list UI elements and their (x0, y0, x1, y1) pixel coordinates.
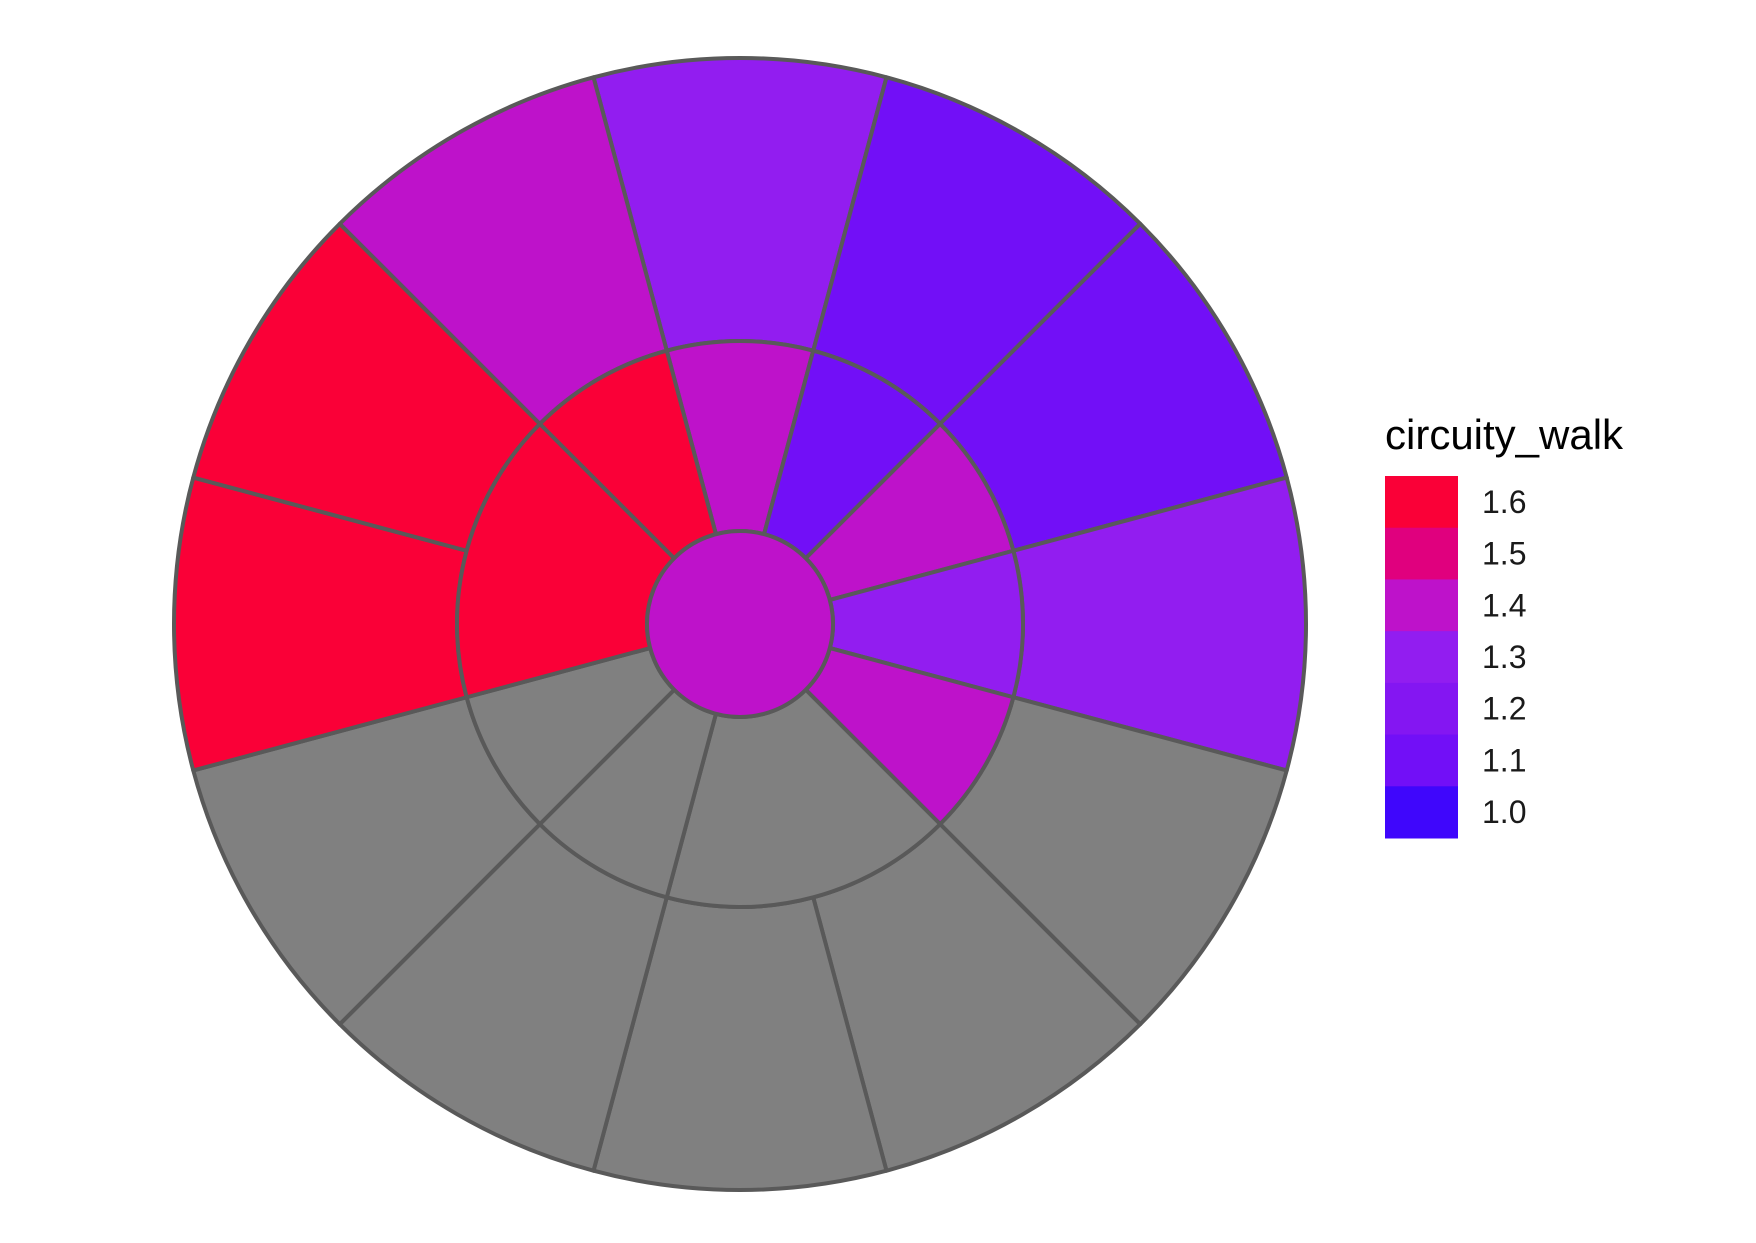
legend-tick-label: 1.5 (1482, 536, 1526, 572)
legend: circuity_walk 1.6 1.5 1.4 1.3 1.2 1.1 1.0 (1385, 411, 1624, 839)
legend-color-bin-5 (1385, 734, 1458, 787)
legend-color-bin-4 (1385, 682, 1458, 736)
legend-color-bin-1 (1385, 527, 1458, 580)
legend-tick-label: 1.3 (1482, 639, 1526, 675)
legend-tick-label: 1.6 (1482, 484, 1526, 520)
legend-tick-label: 1.4 (1482, 587, 1526, 623)
legend-title: circuity_walk (1385, 411, 1624, 458)
plot-area (172, 56, 1308, 1192)
legend-color-bin-6 (1385, 786, 1458, 839)
legend-color-bin-2 (1385, 579, 1458, 632)
center-tile (645, 529, 835, 719)
legend-color-bin-3 (1385, 631, 1458, 684)
legend-tick-label: 1.2 (1482, 691, 1526, 727)
legend-ticks: 1.6 1.5 1.4 1.3 1.2 1.1 1.0 (1482, 484, 1526, 830)
legend-tick-label: 1.0 (1482, 794, 1526, 830)
legend-tick-label: 1.1 (1482, 742, 1526, 778)
legend-color-bin-0 (1385, 476, 1458, 529)
legend-colorbar (1385, 476, 1458, 839)
